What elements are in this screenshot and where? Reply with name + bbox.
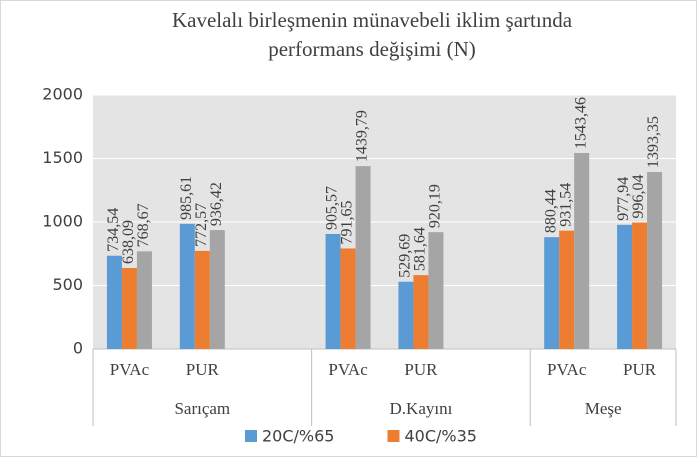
bar [428,232,444,349]
group-label: Meşe [585,399,622,418]
bar [398,281,414,349]
group-label: D.Kayını [390,399,453,418]
bar [647,172,663,349]
data-label: 772,57 [193,203,210,247]
chart-title: Kavelalı birleşmenin münavebeli iklim şa… [172,8,573,32]
data-label: 581,64 [412,227,429,271]
legend-swatch [387,430,400,442]
y-tick-label: 0 [73,339,83,358]
data-label: 529,69 [397,234,414,278]
y-tick-label: 500 [52,275,83,294]
data-label: 977,94 [615,177,632,221]
x-tick-label: PVAc [547,360,587,379]
data-label: 1393,35 [645,116,662,168]
x-tick-label: PVAc [328,360,368,379]
bar [574,152,590,349]
bar [632,222,648,349]
data-label: 638,09 [120,220,137,264]
x-tick-label: PUR [623,360,657,379]
bar [544,237,560,349]
bar [559,230,575,349]
bar [106,255,122,349]
bar [340,248,356,349]
data-label: 985,61 [178,176,195,220]
bar [355,166,371,349]
data-label: 996,04 [630,175,647,219]
x-tick-label: PVAc [110,360,150,379]
x-tick-label: PUR [404,360,438,379]
bar [413,275,429,349]
bar [194,250,210,349]
bar [136,251,152,349]
data-label: 920,19 [427,184,444,228]
data-label: 768,67 [135,203,152,247]
legend-label: 40C/%35 [404,427,476,446]
data-label: 1543,46 [572,97,589,149]
y-tick-label: 1500 [42,148,83,167]
x-tick-label: PUR [186,360,220,379]
data-label: 936,42 [208,182,225,226]
data-label: 734,54 [105,208,122,252]
legend-swatch [245,430,257,442]
bar [325,233,341,349]
bar [209,230,225,349]
y-tick-label: 1000 [42,212,83,231]
data-label: 791,65 [339,200,356,244]
group-label: Sarıçam [174,399,230,418]
data-label: 931,54 [557,183,574,227]
bar [179,223,195,349]
data-label: 1439,79 [354,110,371,162]
bar [617,224,633,349]
data-label: 905,57 [324,186,341,230]
bar [121,267,137,349]
chart-title: performans değişimi (N) [268,37,476,61]
data-label: 880,44 [542,189,559,233]
y-tick-label: 2000 [42,85,83,104]
legend-label: 20C/%65 [262,427,334,446]
